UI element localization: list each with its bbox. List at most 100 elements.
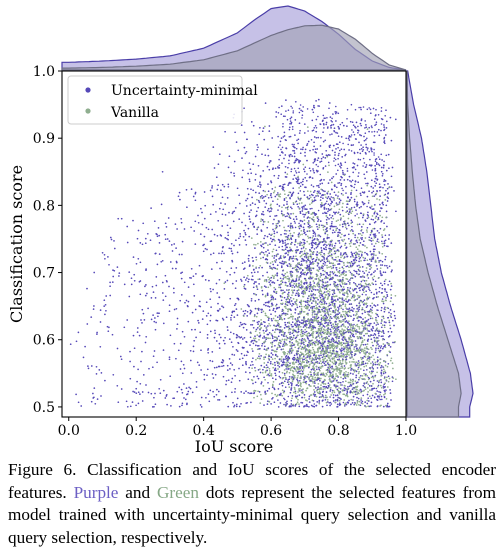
scatter-point-uncertainty-minimal [109, 281, 111, 284]
scatter-point-uncertainty-minimal [389, 327, 392, 330]
scatter-point-uncertainty-minimal [332, 123, 335, 126]
scatter-point-uncertainty-minimal [280, 210, 283, 213]
scatter-point-uncertainty-minimal [351, 179, 354, 182]
scatter-point-vanilla [314, 337, 317, 339]
scatter-point-vanilla [272, 248, 275, 251]
scatter-point-vanilla [316, 261, 319, 264]
scatter-point-uncertainty-minimal [274, 344, 276, 347]
scatter-point-uncertainty-minimal [322, 140, 325, 143]
scatter-point-uncertainty-minimal [366, 195, 369, 198]
scatter-point-vanilla [340, 273, 343, 276]
scatter-point-uncertainty-minimal [370, 405, 372, 407]
scatter-point-vanilla [374, 340, 377, 342]
scatter-point-uncertainty-minimal [390, 331, 393, 333]
scatter-point-uncertainty-minimal [336, 330, 338, 332]
scatter-point-uncertainty-minimal [268, 233, 271, 236]
scatter-point-uncertainty-minimal [183, 335, 186, 338]
scatter-point-uncertainty-minimal [317, 386, 319, 388]
scatter-point-vanilla [299, 375, 302, 378]
scatter-point-uncertainty-minimal [284, 165, 287, 168]
scatter-point-uncertainty-minimal [311, 244, 313, 246]
scatter-point-vanilla [312, 336, 314, 339]
scatter-point-uncertainty-minimal [243, 229, 245, 232]
scatter-point-uncertainty-minimal [251, 256, 254, 259]
scatter-point-vanilla [290, 377, 293, 379]
scatter-point-uncertainty-minimal [375, 347, 377, 350]
scatter-point-uncertainty-minimal [290, 274, 292, 276]
scatter-point-uncertainty-minimal [348, 175, 351, 178]
scatter-point-uncertainty-minimal [243, 261, 246, 263]
scatter-point-vanilla [340, 320, 342, 322]
scatter-point-vanilla [323, 277, 326, 280]
scatter-point-uncertainty-minimal [272, 222, 274, 225]
scatter-point-uncertainty-minimal [291, 271, 294, 273]
scatter-point-uncertainty-minimal [391, 380, 394, 383]
scatter-point-uncertainty-minimal [346, 210, 349, 212]
scatter-point-vanilla [295, 282, 298, 285]
scatter-point-vanilla [274, 319, 277, 322]
scatter-point-uncertainty-minimal [296, 203, 299, 206]
scatter-point-uncertainty-minimal [230, 242, 233, 245]
scatter-point-uncertainty-minimal [350, 228, 353, 231]
scatter-point-uncertainty-minimal [286, 212, 289, 214]
scatter-point-uncertainty-minimal [369, 112, 372, 115]
scatter-point-uncertainty-minimal [333, 130, 336, 133]
scatter-point-uncertainty-minimal [356, 396, 358, 399]
scatter-point-uncertainty-minimal [214, 373, 217, 376]
scatter-point-uncertainty-minimal [365, 171, 368, 173]
scatter-point-uncertainty-minimal [230, 319, 232, 321]
scatter-point-uncertainty-minimal [243, 312, 246, 315]
scatter-point-uncertainty-minimal [141, 400, 144, 402]
scatter-point-uncertainty-minimal [276, 279, 279, 282]
scatter-point-vanilla [318, 325, 321, 327]
scatter-point-uncertainty-minimal [287, 368, 289, 370]
scatter-point-vanilla [312, 218, 315, 221]
scatter-point-uncertainty-minimal [331, 293, 334, 296]
scatter-point-uncertainty-minimal [269, 265, 271, 268]
scatter-point-vanilla [312, 311, 314, 314]
scatter-point-uncertainty-minimal [352, 373, 354, 375]
scatter-point-uncertainty-minimal [391, 319, 394, 322]
scatter-point-uncertainty-minimal [301, 339, 303, 342]
scatter-point-vanilla [278, 317, 281, 319]
scatter-point-uncertainty-minimal [323, 291, 326, 293]
scatter-point-uncertainty-minimal [308, 395, 311, 398]
scatter-point-uncertainty-minimal [221, 305, 223, 308]
scatter-point-vanilla [289, 364, 292, 367]
scatter-point-vanilla [347, 371, 350, 374]
scatter-point-uncertainty-minimal [144, 294, 147, 297]
scatter-point-vanilla [366, 327, 368, 330]
scatter-point-vanilla [333, 334, 336, 337]
scatter-point-uncertainty-minimal [305, 281, 308, 284]
scatter-point-uncertainty-minimal [380, 345, 383, 347]
scatter-point-uncertainty-minimal [336, 274, 338, 277]
scatter-point-uncertainty-minimal [90, 316, 93, 318]
scatter-point-vanilla [274, 274, 277, 277]
scatter-point-uncertainty-minimal [376, 330, 379, 332]
scatter-point-vanilla [338, 371, 340, 374]
scatter-point-uncertainty-minimal [248, 178, 251, 181]
scatter-point-vanilla [317, 333, 320, 336]
scatter-point-vanilla [331, 304, 334, 306]
scatter-point-uncertainty-minimal [303, 123, 306, 125]
scatter-point-uncertainty-minimal [320, 196, 322, 199]
scatter-point-uncertainty-minimal [144, 285, 146, 288]
scatter-point-uncertainty-minimal [377, 216, 380, 219]
scatter-point-vanilla [365, 346, 368, 348]
scatter-point-vanilla [380, 331, 383, 333]
scatter-point-uncertainty-minimal [374, 280, 377, 283]
scatter-point-uncertainty-minimal [92, 397, 95, 399]
scatter-point-uncertainty-minimal [286, 250, 289, 252]
scatter-point-vanilla [348, 320, 350, 323]
scatter-point-uncertainty-minimal [310, 294, 313, 297]
scatter-point-uncertainty-minimal [301, 208, 304, 210]
scatter-point-uncertainty-minimal [200, 406, 203, 408]
scatter-point-uncertainty-minimal [200, 207, 202, 210]
scatter-point-uncertainty-minimal [192, 275, 195, 278]
scatter-point-vanilla [341, 328, 344, 330]
scatter-point-vanilla [349, 245, 352, 248]
scatter-point-vanilla [319, 369, 321, 372]
scatter-point-uncertainty-minimal [358, 260, 360, 263]
scatter-point-vanilla [378, 349, 381, 352]
scatter-point-uncertainty-minimal [347, 224, 350, 227]
